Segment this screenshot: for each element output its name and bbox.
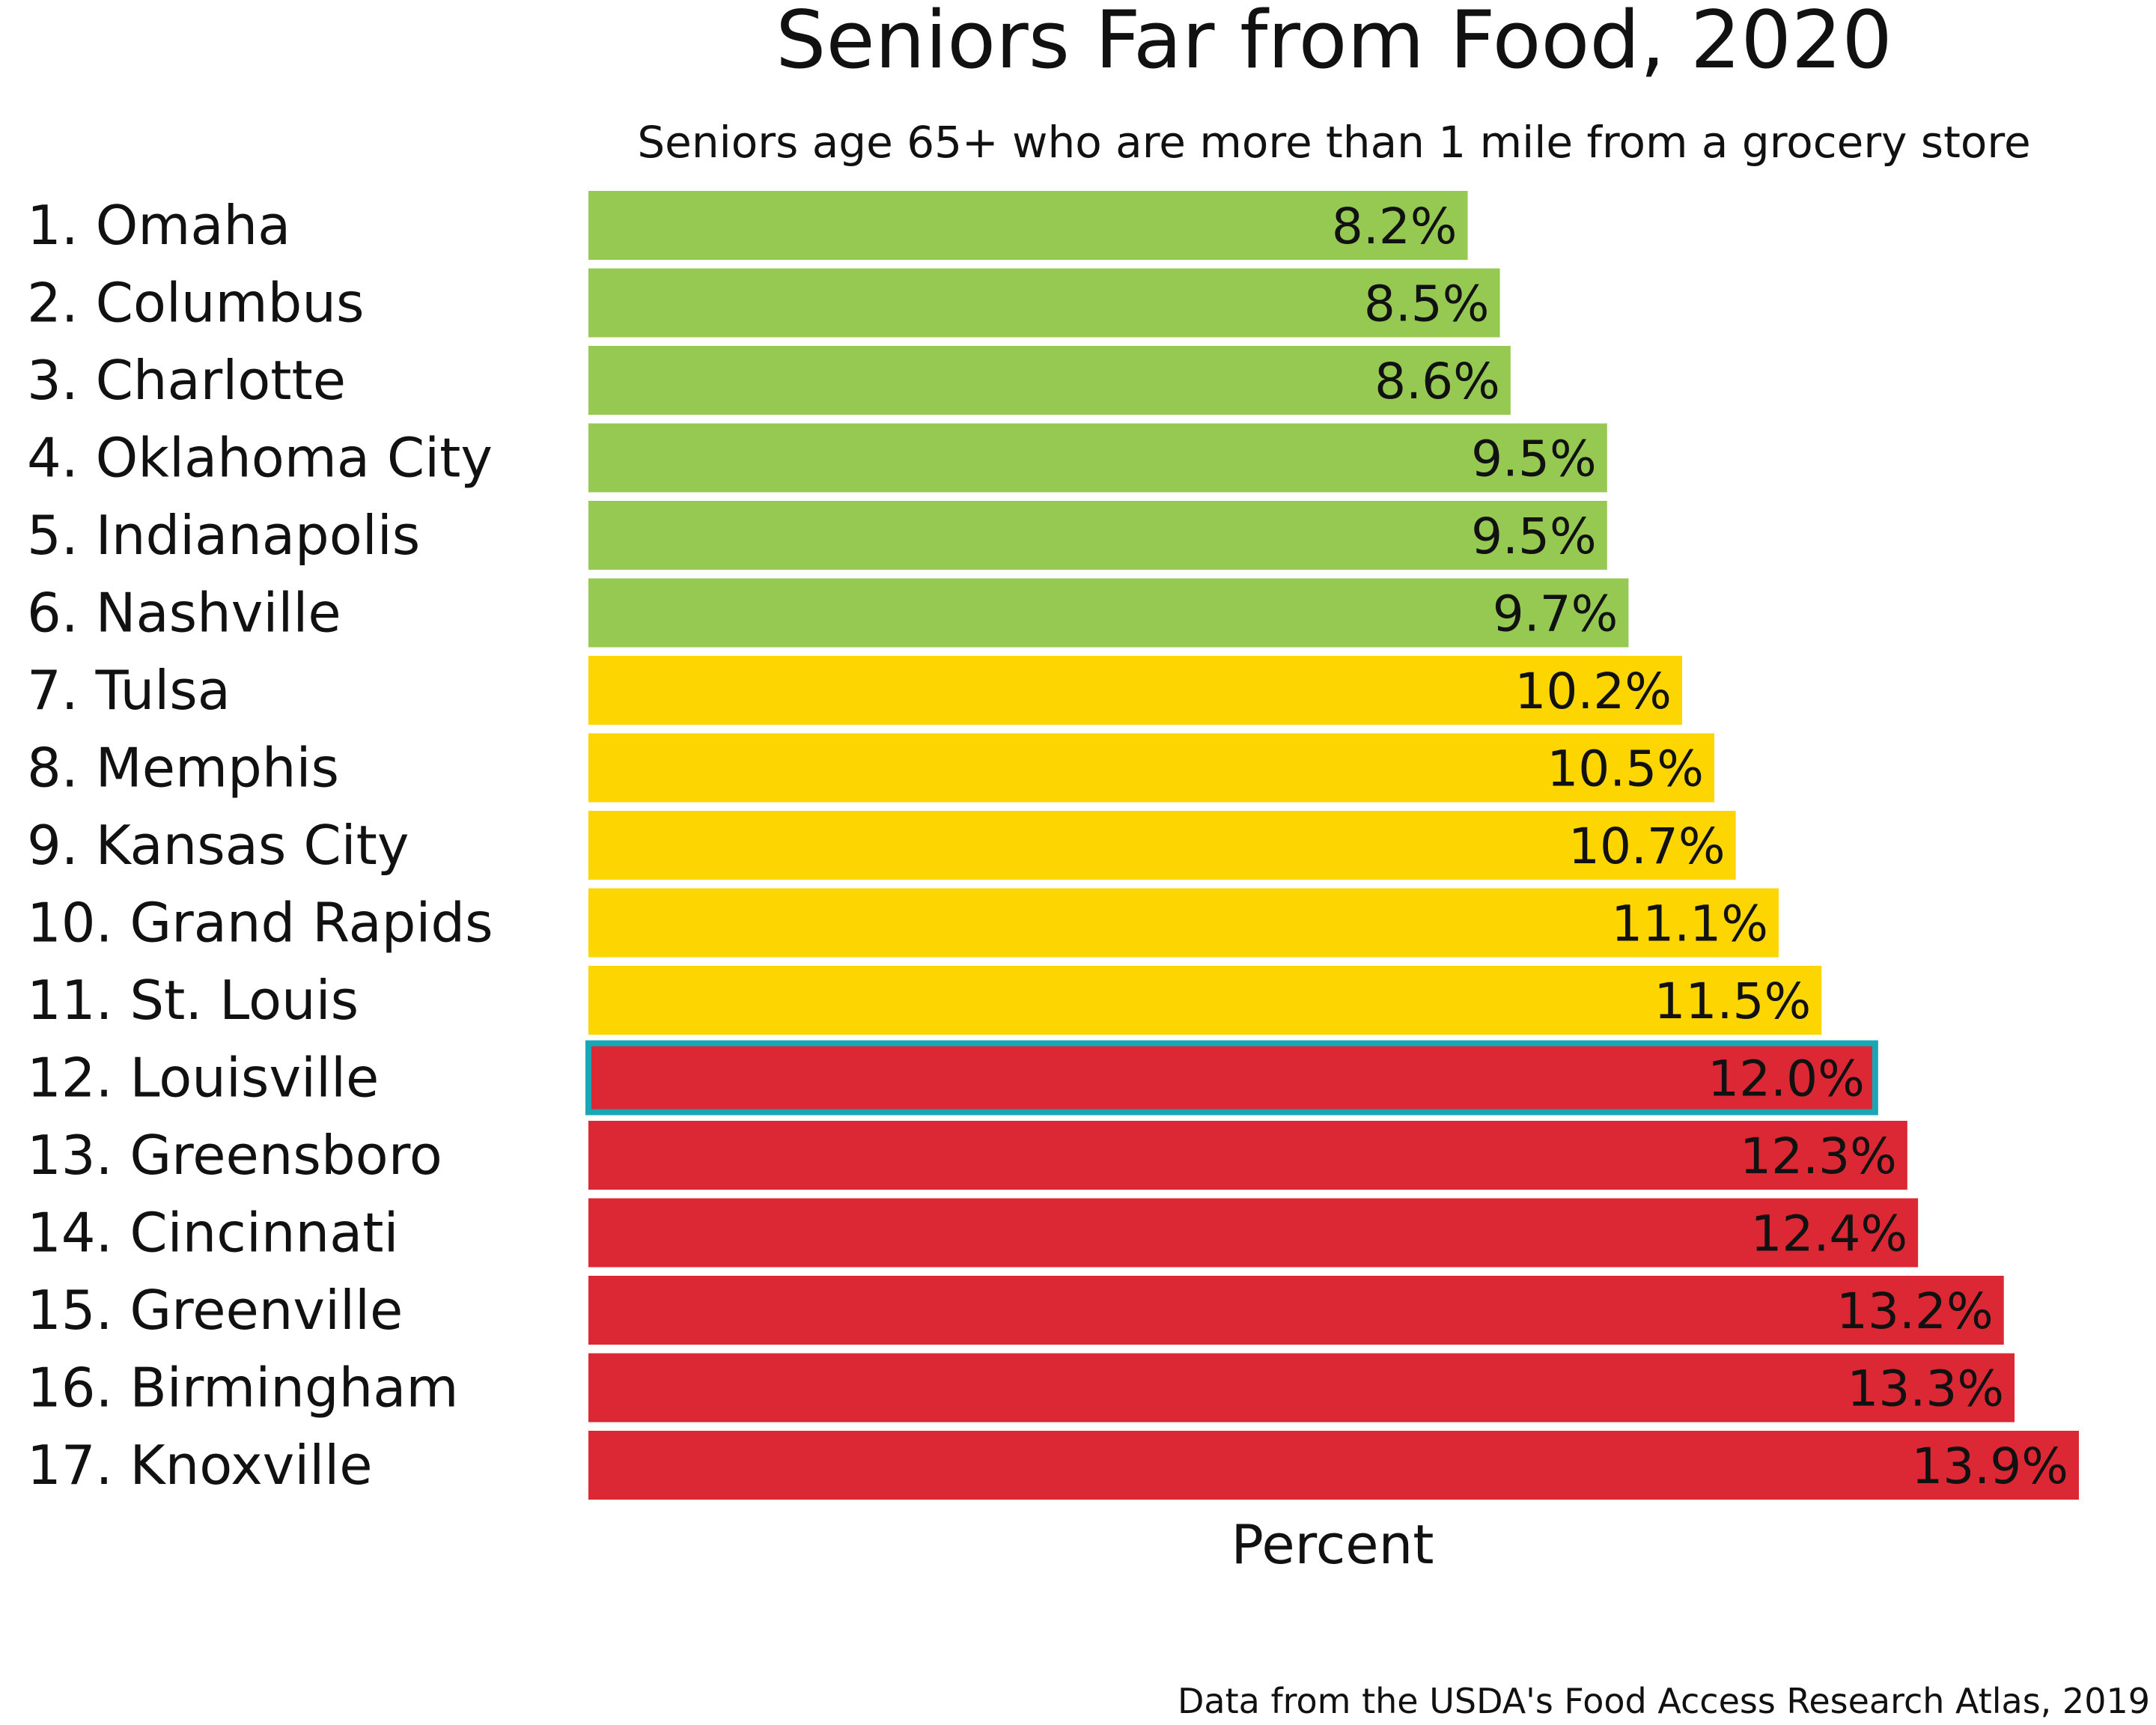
value-label-13: 12.3% <box>1740 1128 1897 1185</box>
bar-4 <box>588 423 1607 493</box>
category-label-1: 1. Omaha <box>27 194 290 257</box>
value-label-9: 10.7% <box>1568 818 1726 875</box>
value-label-2: 8.5% <box>1364 276 1490 333</box>
value-label-4: 9.5% <box>1471 431 1597 488</box>
bar-13 <box>588 1121 1907 1190</box>
value-label-1: 8.2% <box>1332 198 1458 255</box>
value-label-12: 12.0% <box>1708 1050 1865 1108</box>
bar-11 <box>588 966 1822 1035</box>
category-label-5: 5. Indianapolis <box>27 504 420 567</box>
bars-group: 1. Omaha 8.2% 2. Columbus 8.5% 3. Charlotte 8… <box>27 191 2079 1500</box>
bar-9 <box>588 811 1736 880</box>
value-label-8: 10.5% <box>1547 740 1704 798</box>
bar-17 <box>588 1431 2079 1500</box>
category-label-8: 8. Memphis <box>27 737 339 800</box>
chart-subtitle: Seniors age 65+ who are more than 1 mile… <box>637 117 2030 168</box>
category-label-12: 12. Louisville <box>27 1047 379 1110</box>
value-label-5: 9.5% <box>1471 508 1597 565</box>
value-label-14: 12.4% <box>1750 1205 1907 1263</box>
bar-14 <box>588 1198 1919 1268</box>
value-label-7: 10.2% <box>1514 663 1672 720</box>
category-label-13: 13. Greensboro <box>27 1124 442 1187</box>
bar-2 <box>588 268 1500 338</box>
category-label-4: 4. Oklahoma City <box>27 427 493 490</box>
value-label-3: 8.6% <box>1374 353 1500 410</box>
bar-12 <box>585 1040 1878 1116</box>
bar-5 <box>588 501 1607 570</box>
category-label-10: 10. Grand Rapids <box>27 892 493 955</box>
category-label-15: 15. Greenville <box>27 1279 403 1342</box>
value-label-6: 9.7% <box>1493 585 1618 643</box>
category-label-14: 14. Cincinnati <box>27 1202 399 1265</box>
value-label-16: 13.3% <box>1847 1360 2004 1418</box>
value-label-10: 11.1% <box>1611 895 1768 953</box>
category-label-3: 3. Charlotte <box>27 349 346 412</box>
chart-title: Seniors Far from Food, 2020 <box>776 0 1892 86</box>
bar-3 <box>588 346 1511 415</box>
bar-6 <box>588 578 1629 648</box>
bar-8 <box>588 733 1714 803</box>
category-label-16: 16. Birmingham <box>27 1357 459 1420</box>
value-label-17: 13.9% <box>1911 1438 2068 1495</box>
value-label-15: 13.2% <box>1836 1283 1994 1340</box>
bar-7 <box>588 656 1683 725</box>
category-label-9: 9. Kansas City <box>27 814 409 877</box>
x-axis-label: Percent <box>1231 1513 1434 1576</box>
category-label-2: 2. Columbus <box>27 272 365 335</box>
category-label-7: 7. Tulsa <box>27 659 231 722</box>
category-label-11: 11. St. Louis <box>27 969 359 1032</box>
bar-10 <box>588 888 1779 958</box>
bar-15 <box>588 1276 2004 1345</box>
bar-16 <box>588 1353 2015 1423</box>
value-label-11: 11.5% <box>1654 973 1812 1030</box>
bar-1 <box>588 191 1468 260</box>
category-label-6: 6. Nashville <box>27 582 341 645</box>
source-note: Data from the USDA's Food Access Researc… <box>1178 1681 2150 1721</box>
category-label-17: 17. Knoxville <box>27 1434 373 1497</box>
